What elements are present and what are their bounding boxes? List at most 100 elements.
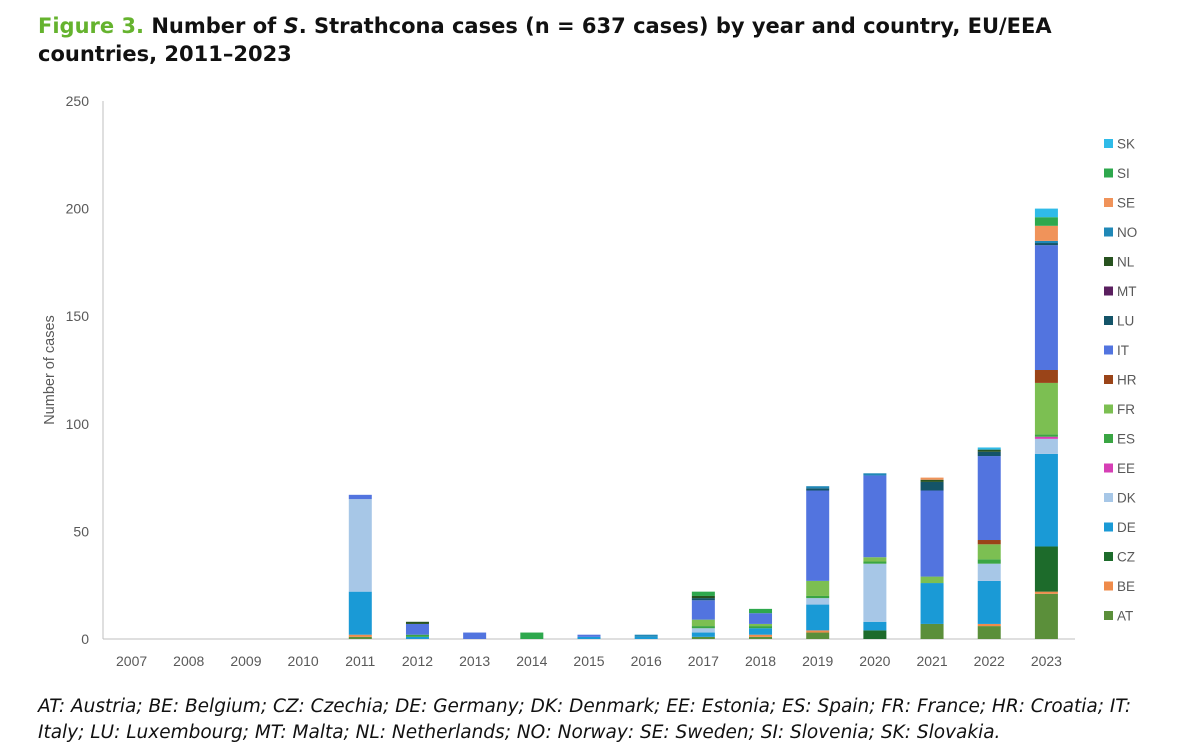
bar-segment	[1034, 245, 1058, 370]
bar-segment	[691, 598, 715, 601]
x-tick-label: 2023	[1031, 653, 1062, 669]
bar-segment	[977, 559, 1001, 564]
x-tick-label: 2014	[516, 653, 547, 669]
bar-segment	[806, 486, 830, 489]
legend-swatch	[1104, 522, 1113, 532]
bar-segment	[806, 604, 830, 631]
bar-segment	[863, 561, 887, 564]
figure-label: Figure 3.	[38, 14, 145, 38]
legend-label: SK	[1117, 137, 1135, 152]
bar-segment	[1034, 434, 1058, 437]
legend-swatch	[1104, 168, 1113, 178]
x-tick-label: 2009	[230, 653, 261, 669]
legend-label: CZ	[1117, 550, 1135, 565]
y-axis-label: Number of cases	[42, 315, 58, 425]
legend-label: NL	[1117, 255, 1135, 270]
bar-segment	[1034, 217, 1058, 226]
bar-segment	[920, 623, 944, 639]
bar-segment	[977, 451, 1001, 457]
bar-segment	[977, 540, 1001, 545]
bar-segment	[806, 598, 830, 605]
bar-segment	[977, 447, 1001, 450]
legend-label: DK	[1117, 491, 1136, 506]
bar-segment	[1034, 208, 1058, 218]
legend-swatch	[1104, 345, 1113, 355]
bar-segment	[749, 613, 773, 624]
bar-segment	[749, 634, 773, 637]
x-tick-label: 2010	[288, 653, 319, 669]
y-tick-label: 0	[81, 631, 89, 647]
bar-segment	[1034, 591, 1058, 594]
bar-segment	[691, 600, 715, 620]
legend-label: AT	[1117, 609, 1133, 624]
bar-segment	[977, 626, 1001, 639]
legend-label: FR	[1117, 402, 1135, 417]
legend-label: ES	[1117, 432, 1135, 447]
bar-segment	[977, 449, 1001, 452]
bar-segment	[1034, 438, 1058, 454]
legend-label: IT	[1117, 343, 1129, 358]
bar-segment	[691, 626, 715, 629]
legend-swatch	[1104, 552, 1113, 561]
x-tick-label: 2008	[173, 653, 204, 669]
bar-segment	[520, 632, 544, 639]
x-tick-label: 2020	[859, 653, 890, 669]
title-text-start: Number of	[144, 14, 284, 38]
title-italic: S	[283, 14, 299, 38]
bar-segment	[405, 634, 429, 637]
bar-segment	[806, 488, 830, 491]
legend-label: BE	[1117, 579, 1135, 594]
bar-segment	[691, 619, 715, 627]
bar-segment	[977, 563, 1001, 581]
y-tick-label: 250	[66, 93, 90, 109]
bar-segment	[977, 544, 1001, 560]
bar-segment	[977, 623, 1001, 627]
legend-label: HR	[1117, 373, 1137, 388]
bar-segment	[1034, 225, 1058, 241]
bar-segment	[348, 494, 372, 500]
legend-swatch	[1104, 404, 1113, 414]
legend-label: EE	[1117, 461, 1135, 476]
bar-segment	[749, 623, 773, 627]
legend-swatch	[1104, 434, 1113, 443]
bar-segment	[863, 621, 887, 631]
bar-segment	[1034, 453, 1058, 547]
legend-swatch	[1104, 493, 1113, 502]
x-axis: 2007 2008 2009 2010 2011 2012 2013 2014 2015 2016…	[103, 638, 1075, 669]
bar-segment	[863, 630, 887, 639]
bar-segment	[749, 636, 773, 639]
bar-segment	[749, 608, 773, 614]
x-tick-label: 2021	[916, 653, 947, 669]
legend-swatch	[1104, 139, 1113, 148]
bar-segment	[806, 632, 830, 639]
bar-segment	[691, 632, 715, 637]
bar-segment	[1034, 370, 1058, 383]
legend-swatch	[1104, 316, 1113, 325]
bar-segment	[749, 626, 773, 629]
bar-segment	[634, 634, 658, 637]
legend-swatch	[1104, 375, 1113, 384]
bar-segment	[863, 475, 887, 558]
bar-segment	[1034, 240, 1058, 244]
y-tick-label: 50	[73, 523, 89, 539]
bar-segment	[1034, 243, 1058, 246]
legend-label: SE	[1117, 196, 1135, 211]
bar-segment	[863, 563, 887, 622]
bar-segment	[405, 623, 429, 635]
bar-segment	[920, 479, 944, 482]
legend-swatch	[1104, 286, 1113, 296]
bar-segment	[691, 595, 715, 599]
bar-segment	[920, 576, 944, 584]
bar-segment	[749, 628, 773, 635]
legend-label: LU	[1117, 314, 1134, 329]
x-tick-label: 2018	[745, 653, 776, 669]
bar-segment	[806, 630, 830, 633]
legend-label: NO	[1117, 225, 1137, 240]
x-tick-label: 2015	[573, 653, 604, 669]
x-tick-label: 2022	[974, 653, 1005, 669]
x-tick-label: 2013	[459, 653, 490, 669]
bar-segment	[863, 557, 887, 562]
bar-segment	[1034, 436, 1058, 439]
bar-segment	[920, 490, 944, 577]
y-tick-label: 200	[66, 201, 90, 217]
